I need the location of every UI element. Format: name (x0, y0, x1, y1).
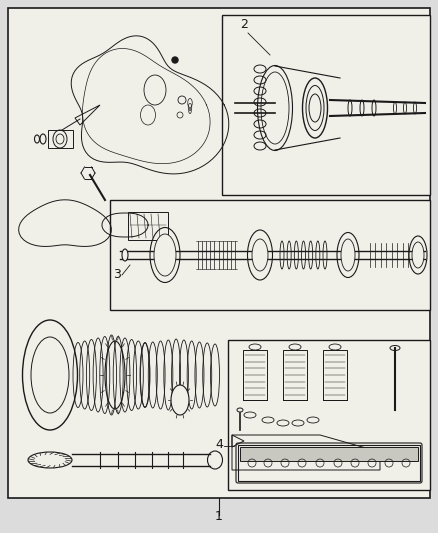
Polygon shape (228, 340, 430, 490)
Bar (323, 350, 347, 400)
Polygon shape (110, 200, 430, 310)
Text: 1: 1 (215, 510, 223, 523)
Ellipse shape (252, 239, 268, 271)
Bar (283, 350, 307, 400)
Bar (238, 445, 420, 481)
Text: 2: 2 (240, 18, 248, 31)
Bar (48, 130, 73, 148)
Ellipse shape (154, 234, 176, 276)
Ellipse shape (341, 239, 355, 271)
Bar (243, 350, 267, 400)
Ellipse shape (122, 249, 128, 261)
Polygon shape (222, 15, 430, 195)
Bar (240, 447, 418, 461)
Ellipse shape (412, 242, 424, 268)
Text: 3: 3 (113, 268, 121, 281)
Ellipse shape (171, 385, 189, 415)
Bar (128, 212, 168, 240)
Circle shape (172, 57, 178, 63)
Ellipse shape (309, 94, 321, 122)
Text: 4: 4 (215, 438, 223, 451)
